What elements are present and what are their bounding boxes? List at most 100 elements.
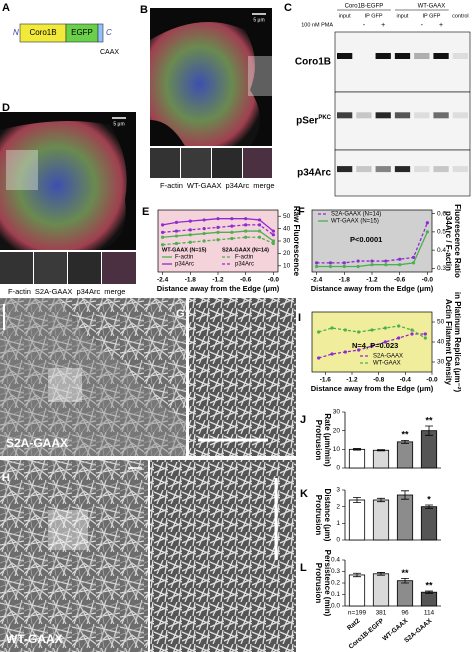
legend-group: S2A-GAAX (N=14) bbox=[222, 247, 269, 253]
x-tick-label: -0.4 bbox=[400, 377, 412, 384]
y-tick-label: 0 bbox=[336, 537, 340, 544]
error-bar bbox=[377, 449, 385, 452]
band bbox=[394, 53, 411, 59]
channel-label: WT-GAAX bbox=[187, 181, 222, 190]
bar bbox=[420, 506, 438, 541]
error-bar bbox=[401, 578, 409, 584]
channel-label: merge bbox=[253, 181, 274, 190]
point bbox=[315, 264, 319, 269]
x-tick-label: -2.4 bbox=[311, 277, 323, 284]
point bbox=[317, 330, 321, 334]
band bbox=[414, 166, 430, 173]
error-bar bbox=[401, 439, 409, 444]
band bbox=[337, 112, 353, 119]
c-term: C bbox=[106, 28, 112, 37]
channel-label: p34Arc bbox=[226, 181, 250, 190]
point bbox=[356, 264, 360, 269]
annotation: P<0.0001 bbox=[350, 235, 382, 244]
point bbox=[357, 330, 361, 334]
point bbox=[230, 217, 234, 221]
point bbox=[188, 219, 192, 223]
band bbox=[375, 53, 391, 59]
y-tick-label: 0.4 bbox=[331, 557, 340, 564]
y-tick-label: 0.3 bbox=[437, 265, 446, 272]
y-tick-label: 0.5 bbox=[437, 229, 446, 236]
western-blot: Coro1B-EGFP WT-GAAX input IP GFP input IP GFP… bbox=[295, 4, 471, 197]
legend-label: F-actin bbox=[175, 255, 193, 261]
point bbox=[271, 239, 275, 243]
y-tick-label: 30 bbox=[437, 359, 445, 366]
panel-letter: G bbox=[176, 308, 185, 320]
series-line bbox=[318, 333, 426, 359]
n-label: 381 bbox=[376, 610, 387, 617]
y-tick-label: 20 bbox=[283, 250, 291, 257]
x-tick-label: -1.8 bbox=[185, 277, 197, 284]
point bbox=[410, 328, 414, 332]
band bbox=[394, 112, 411, 119]
point bbox=[244, 217, 248, 221]
point bbox=[216, 225, 220, 229]
band bbox=[452, 166, 468, 173]
bar bbox=[372, 573, 390, 607]
point bbox=[174, 220, 179, 224]
panel-letter: B bbox=[140, 4, 148, 16]
point bbox=[370, 263, 374, 267]
y-axis-label: Actin Filament Density bbox=[444, 299, 453, 386]
em-label: S2A-GAAX bbox=[6, 436, 68, 450]
x-axis-label: Distance away from the Edge (μm) bbox=[311, 384, 434, 393]
point bbox=[343, 328, 347, 332]
lane-label: input bbox=[397, 13, 409, 19]
point bbox=[174, 241, 179, 246]
em-images: S2A-GAAX WT-GAAX bbox=[0, 298, 296, 652]
point bbox=[342, 261, 346, 265]
bar bbox=[348, 499, 366, 541]
point bbox=[425, 230, 429, 234]
micrograph-b: 5 μm bbox=[150, 8, 272, 178]
point bbox=[230, 224, 234, 228]
point bbox=[370, 328, 374, 332]
channel-label: merge bbox=[104, 287, 125, 296]
point bbox=[383, 340, 387, 344]
band bbox=[433, 166, 449, 173]
y-tick-label: 0.0 bbox=[331, 603, 340, 610]
point bbox=[425, 221, 429, 225]
x-tick-label: Rat2 bbox=[346, 617, 362, 632]
y-tick-label: 0.2 bbox=[331, 580, 340, 587]
n-label: 114 bbox=[424, 610, 435, 617]
n-term: N bbox=[13, 28, 19, 37]
point bbox=[188, 233, 192, 237]
bar bbox=[420, 430, 438, 469]
band bbox=[356, 166, 372, 173]
point bbox=[328, 264, 333, 269]
micrograph-d: 5 μm bbox=[0, 112, 136, 284]
point bbox=[410, 332, 414, 336]
y-tick-label: 2 bbox=[336, 503, 340, 510]
y-axis-label: in Platinum Replica (μm⁻²) bbox=[453, 292, 462, 393]
point bbox=[216, 217, 220, 221]
legend-label: WT-GAAX bbox=[373, 361, 401, 367]
point bbox=[423, 332, 427, 336]
row-label-sup: PKC bbox=[318, 115, 331, 121]
band bbox=[414, 53, 430, 59]
error-bar bbox=[425, 504, 433, 509]
band bbox=[452, 53, 468, 59]
panel-letter: I bbox=[298, 312, 301, 324]
point bbox=[397, 324, 401, 328]
point bbox=[257, 235, 262, 239]
error-bar bbox=[377, 497, 385, 503]
y-axis-label: Rate (μm/min) bbox=[323, 413, 332, 467]
y-axis-label: Distance (μm) bbox=[323, 489, 332, 542]
x-tick-label: -1.2 bbox=[366, 277, 378, 284]
point bbox=[174, 229, 179, 233]
bar bbox=[372, 449, 390, 469]
point bbox=[202, 227, 206, 231]
y-tick-label: 30 bbox=[333, 409, 341, 416]
series-line bbox=[318, 325, 426, 339]
legend-label: WT-GAAX (N=15) bbox=[331, 219, 379, 225]
scale-label: 5 μm bbox=[113, 121, 124, 127]
channel-label: F-actin bbox=[160, 181, 183, 190]
channel-label: p34Arc bbox=[76, 287, 100, 296]
point bbox=[174, 234, 179, 238]
annotation: N=4, P=0.023 bbox=[352, 341, 398, 350]
